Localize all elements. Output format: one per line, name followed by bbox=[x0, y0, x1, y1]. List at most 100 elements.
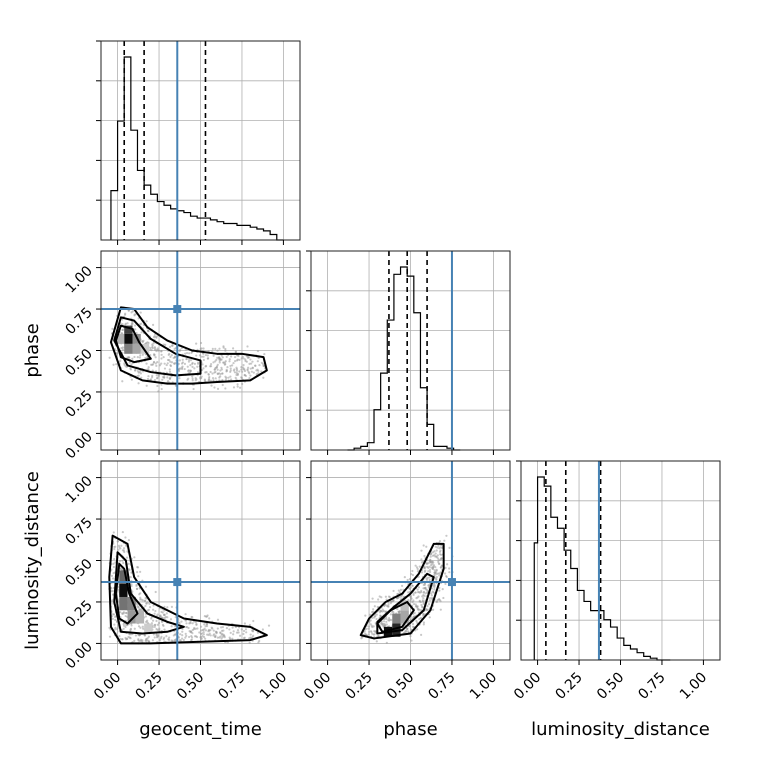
scatter-point bbox=[374, 621, 377, 625]
scatter-point bbox=[221, 626, 225, 629]
scatter-point bbox=[111, 617, 114, 621]
scatter-point bbox=[200, 355, 203, 358]
scatter-point bbox=[423, 554, 426, 558]
scatter-point bbox=[218, 347, 221, 350]
scatter-point bbox=[187, 360, 191, 363]
scatter-point bbox=[201, 363, 204, 366]
scatter-point bbox=[205, 615, 208, 618]
scatter-point bbox=[119, 611, 122, 614]
scatter-point bbox=[250, 629, 254, 632]
scatter-point bbox=[428, 616, 431, 619]
scatter-point bbox=[373, 605, 376, 608]
scatter-point bbox=[170, 625, 173, 628]
scatter-point bbox=[420, 633, 423, 636]
scatter-point bbox=[429, 553, 432, 556]
scatter-point bbox=[214, 635, 217, 638]
scatter-point bbox=[422, 621, 426, 624]
scatter-point bbox=[212, 629, 215, 632]
scatter-point bbox=[189, 369, 192, 372]
scatter-point bbox=[167, 638, 170, 641]
scatter-point bbox=[188, 635, 191, 639]
scatter-point bbox=[180, 362, 184, 365]
scatter-point bbox=[444, 566, 447, 570]
scatter-point bbox=[439, 566, 442, 569]
scatter-point bbox=[397, 589, 400, 592]
scatter-point bbox=[113, 623, 116, 626]
scatter-point bbox=[170, 361, 174, 364]
x-axis-title-phase: phase bbox=[383, 719, 437, 740]
scatter-point bbox=[212, 354, 215, 357]
scatter-point bbox=[208, 617, 211, 620]
scatter-point bbox=[157, 621, 161, 625]
scatter-point bbox=[131, 310, 134, 313]
scatter-point bbox=[144, 639, 147, 642]
scatter-point bbox=[411, 584, 414, 588]
scatter-point bbox=[238, 386, 242, 389]
scatter-point bbox=[168, 368, 171, 371]
scatter-point bbox=[156, 635, 159, 638]
scatter-point bbox=[430, 594, 433, 597]
scatter-point bbox=[202, 355, 205, 358]
scatter-point bbox=[202, 367, 205, 370]
scatter-point bbox=[408, 577, 411, 581]
scatter-point bbox=[130, 583, 133, 586]
xtick-label-hist-2-0: 0.00 bbox=[511, 670, 544, 703]
scatter-point bbox=[202, 633, 205, 636]
scatter-point bbox=[191, 379, 194, 382]
scatter-point bbox=[158, 629, 161, 632]
scatter-point bbox=[224, 387, 227, 390]
scatter-point bbox=[121, 318, 124, 321]
scatter-point bbox=[158, 364, 162, 367]
scatter-point bbox=[234, 355, 237, 359]
scatter-point bbox=[113, 547, 116, 551]
xtick-label-hist-2-3: 0.75 bbox=[635, 670, 668, 703]
scatter-point bbox=[108, 356, 111, 359]
scatter-point bbox=[154, 362, 157, 365]
scatter-point bbox=[424, 586, 427, 589]
xtick-label-hist-2-2: 0.50 bbox=[594, 670, 627, 703]
scatter-point bbox=[122, 561, 125, 565]
scatter-point bbox=[258, 363, 261, 367]
scatter-point bbox=[147, 639, 150, 642]
ytick-label-joint-0-4: 1.00 bbox=[62, 263, 95, 296]
scatter-point bbox=[409, 586, 412, 589]
scatter-point bbox=[163, 613, 166, 617]
scatter-point bbox=[422, 593, 425, 597]
scatter-point bbox=[236, 383, 239, 386]
scatter-point bbox=[216, 618, 220, 621]
xtick-label-hist-2-1: 0.25 bbox=[553, 670, 586, 703]
scatter-point bbox=[377, 634, 380, 638]
scatter-point bbox=[240, 365, 243, 369]
scatter-point bbox=[409, 634, 412, 638]
density-cell-geocent_time-luminosity_distance-6 bbox=[144, 623, 153, 634]
scatter-point bbox=[219, 631, 222, 634]
scatter-point bbox=[181, 630, 184, 633]
scatter-point bbox=[426, 605, 429, 608]
scatter-point bbox=[368, 630, 371, 633]
scatter-point bbox=[431, 554, 435, 557]
scatter-point bbox=[120, 544, 123, 547]
scatter-point bbox=[438, 540, 442, 543]
scatter-point bbox=[160, 357, 163, 360]
scatter-point bbox=[123, 313, 127, 316]
scatter-point bbox=[220, 368, 224, 371]
scatter-point bbox=[185, 357, 188, 361]
scatter-point bbox=[153, 623, 156, 627]
scatter-point bbox=[267, 624, 271, 627]
scatter-point bbox=[144, 604, 147, 608]
scatter-point bbox=[249, 633, 252, 636]
scatter-point bbox=[445, 575, 448, 579]
scatter-point bbox=[185, 351, 189, 355]
scatter-point bbox=[127, 635, 130, 639]
scatter-point bbox=[229, 375, 232, 378]
ytick-label-joint-1-1: 0.25 bbox=[62, 597, 95, 630]
scatter-point bbox=[244, 358, 247, 361]
scatter-point bbox=[240, 368, 243, 371]
scatter-point bbox=[214, 367, 217, 370]
scatter-point bbox=[422, 613, 426, 617]
scatter-point bbox=[256, 368, 259, 371]
scatter-point bbox=[136, 370, 139, 373]
scatter-point bbox=[385, 617, 388, 620]
scatter-point bbox=[164, 343, 167, 346]
scatter-point bbox=[216, 627, 219, 630]
